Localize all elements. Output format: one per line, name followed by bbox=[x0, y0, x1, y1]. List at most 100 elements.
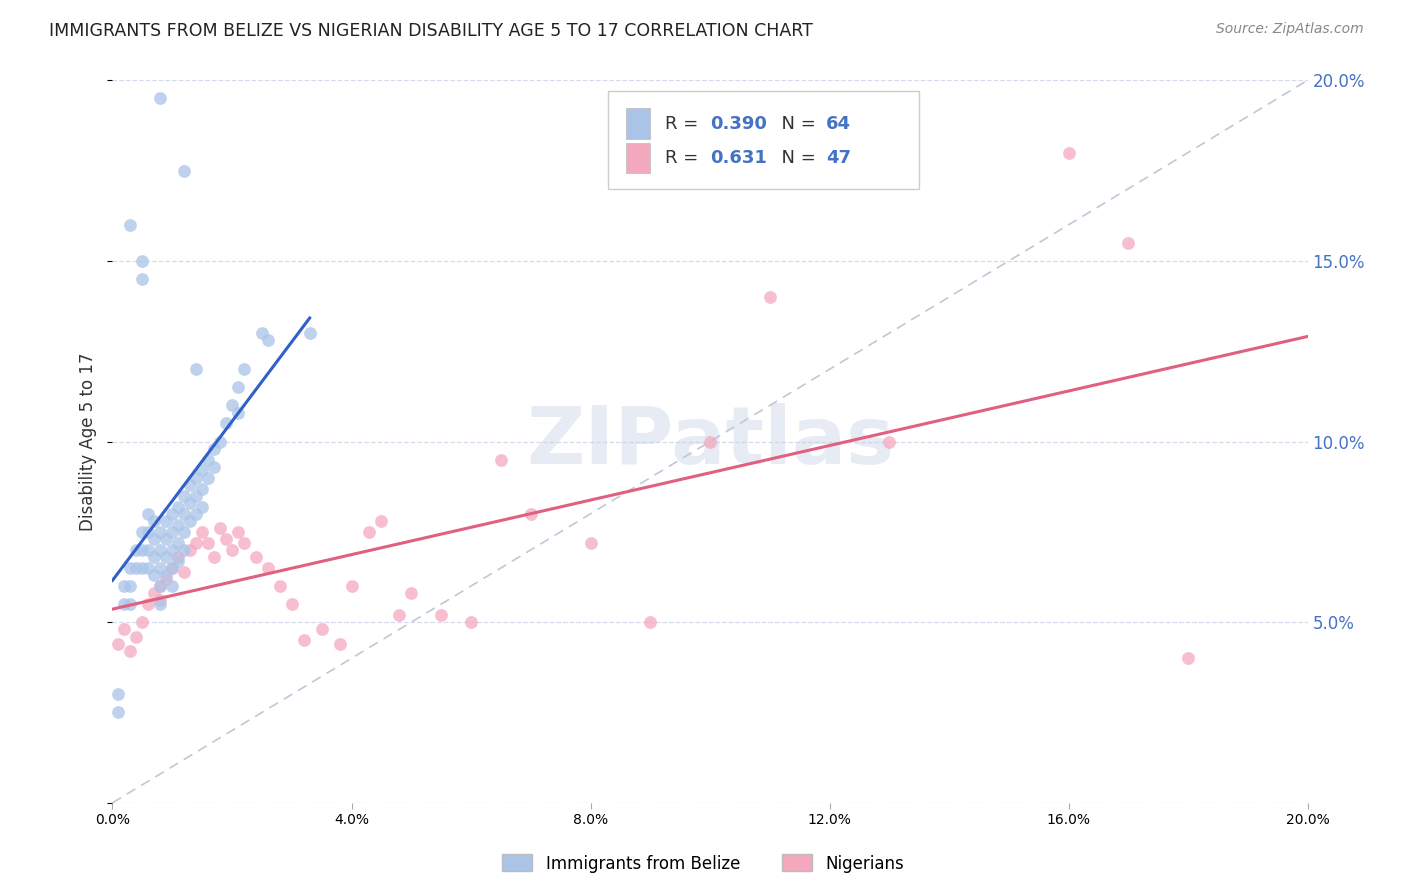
Point bbox=[226, 524, 249, 539]
Text: 0.631: 0.631 bbox=[710, 149, 766, 168]
Point bbox=[149, 561, 172, 575]
Point bbox=[202, 442, 225, 456]
Text: N =: N = bbox=[770, 149, 821, 168]
Point bbox=[250, 326, 273, 340]
Point bbox=[233, 535, 256, 549]
Point bbox=[131, 254, 153, 268]
Point bbox=[125, 542, 148, 557]
Point bbox=[149, 593, 172, 607]
Point bbox=[186, 471, 208, 485]
Text: N =: N = bbox=[770, 115, 821, 133]
Point bbox=[120, 644, 142, 658]
Point bbox=[162, 524, 183, 539]
Point bbox=[155, 532, 177, 546]
Point bbox=[162, 542, 183, 557]
Point bbox=[149, 579, 172, 593]
Point bbox=[191, 500, 214, 514]
Point bbox=[120, 597, 142, 611]
Point bbox=[292, 633, 315, 648]
Point bbox=[197, 535, 219, 549]
Legend: Immigrants from Belize, Nigerians: Immigrants from Belize, Nigerians bbox=[495, 847, 911, 880]
Point bbox=[186, 489, 208, 503]
Point bbox=[138, 561, 160, 575]
Point bbox=[162, 579, 183, 593]
Point bbox=[311, 623, 333, 637]
Point bbox=[173, 565, 195, 579]
Point bbox=[149, 542, 172, 557]
Y-axis label: Disability Age 5 to 17: Disability Age 5 to 17 bbox=[79, 352, 97, 531]
Point bbox=[138, 597, 160, 611]
Point bbox=[388, 607, 411, 622]
Point bbox=[197, 452, 219, 467]
Point bbox=[162, 561, 183, 575]
Point bbox=[460, 615, 482, 630]
Text: Source: ZipAtlas.com: Source: ZipAtlas.com bbox=[1216, 22, 1364, 37]
Point bbox=[209, 434, 232, 449]
Point bbox=[149, 524, 172, 539]
Point bbox=[149, 597, 172, 611]
Point bbox=[167, 550, 190, 565]
Point bbox=[489, 452, 512, 467]
Point bbox=[298, 326, 321, 340]
Point bbox=[340, 579, 363, 593]
Point bbox=[162, 561, 183, 575]
Point bbox=[167, 535, 190, 549]
Point bbox=[138, 542, 160, 557]
Point bbox=[114, 597, 135, 611]
Point bbox=[131, 542, 153, 557]
Point bbox=[167, 517, 190, 532]
Point bbox=[179, 514, 201, 528]
Text: R =: R = bbox=[665, 149, 703, 168]
Point bbox=[191, 463, 214, 477]
Point bbox=[167, 554, 190, 568]
Point bbox=[120, 579, 142, 593]
FancyBboxPatch shape bbox=[609, 91, 920, 189]
Point bbox=[173, 489, 195, 503]
Point bbox=[131, 561, 153, 575]
Point bbox=[233, 362, 256, 376]
Point bbox=[359, 524, 381, 539]
Point bbox=[162, 507, 183, 521]
Point bbox=[120, 561, 142, 575]
Point bbox=[221, 398, 243, 412]
Text: 47: 47 bbox=[825, 149, 851, 168]
Point bbox=[370, 514, 392, 528]
Point bbox=[173, 507, 195, 521]
Point bbox=[179, 542, 201, 557]
Point bbox=[149, 91, 172, 105]
Point bbox=[143, 550, 166, 565]
Point bbox=[401, 586, 423, 600]
Point bbox=[759, 290, 782, 304]
Point bbox=[143, 532, 166, 546]
Point bbox=[430, 607, 453, 622]
Point bbox=[1057, 145, 1080, 160]
Point bbox=[107, 637, 129, 651]
Point bbox=[209, 521, 232, 535]
Point bbox=[131, 615, 153, 630]
Point bbox=[131, 524, 153, 539]
Point bbox=[197, 471, 219, 485]
Point bbox=[143, 586, 166, 600]
Point bbox=[125, 630, 148, 644]
Point bbox=[226, 406, 249, 420]
Point bbox=[202, 459, 225, 474]
Text: 64: 64 bbox=[825, 115, 851, 133]
Point bbox=[167, 500, 190, 514]
Point bbox=[202, 550, 225, 565]
Point bbox=[191, 482, 214, 496]
Point bbox=[149, 579, 172, 593]
Point bbox=[1118, 235, 1140, 250]
Point bbox=[107, 687, 129, 701]
Point bbox=[579, 535, 602, 549]
Point bbox=[179, 496, 201, 510]
Point bbox=[221, 542, 243, 557]
Point bbox=[125, 561, 148, 575]
Point bbox=[879, 434, 901, 449]
Point bbox=[245, 550, 267, 565]
Point bbox=[143, 568, 166, 582]
Point bbox=[143, 514, 166, 528]
Point bbox=[269, 579, 291, 593]
Point bbox=[179, 478, 201, 492]
Point bbox=[215, 532, 238, 546]
Point bbox=[329, 637, 352, 651]
